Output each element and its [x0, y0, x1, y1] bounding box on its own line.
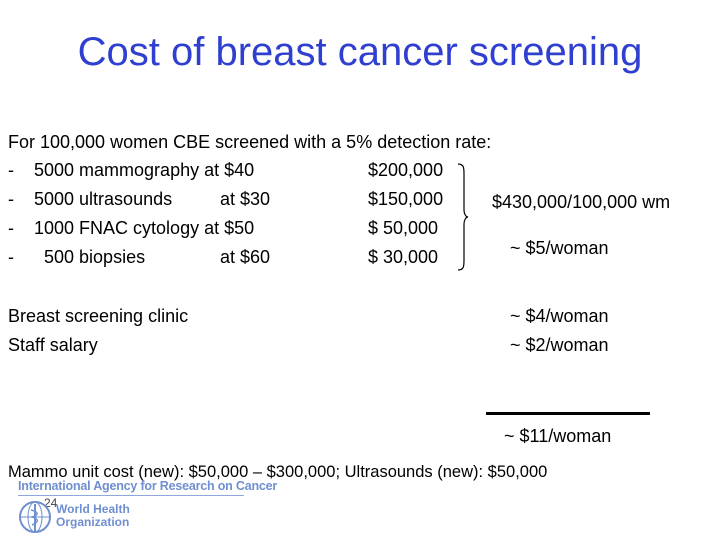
staff-label: Staff salary [8, 335, 98, 355]
row-dash: - [8, 189, 14, 209]
item-label: 5000 mammography at $40 [34, 160, 255, 180]
right-brace [457, 163, 469, 271]
slide-title: Cost of breast cancer screening [77, 30, 643, 74]
clinic-value: ~ $4/woman [510, 306, 609, 326]
item-cost: $200,000 [368, 160, 444, 180]
item-cost: $ 50,000 [368, 218, 439, 238]
footer-divider [18, 495, 244, 496]
sum-line [486, 412, 650, 415]
item-price: at $30 [220, 189, 271, 209]
row-dash: - [8, 218, 14, 238]
item-label: 1000 FNAC cytology at $50 [34, 218, 255, 238]
item-cost: $ 30,000 [368, 247, 439, 267]
who-emblem-icon [19, 501, 51, 533]
page-number: 24 [44, 496, 58, 510]
footnote: Mammo unit cost (new): $50,000 – $300,00… [8, 463, 548, 481]
total-cost: $430,000/100,000 wm [492, 192, 671, 212]
clinic-label: Breast screening clinic [8, 306, 189, 326]
who-name: World Health Organization [56, 502, 130, 529]
grand-total: ~ $11/woman [504, 426, 612, 446]
item-label: 500 biopsies [34, 247, 146, 267]
iarc-name: International Agency for Research on Can… [18, 479, 278, 493]
staff-value: ~ $2/woman [510, 335, 609, 355]
intro-text: For 100,000 women CBE screened with a 5%… [8, 132, 492, 152]
item-cost: $150,000 [368, 189, 444, 209]
row-dash: - [8, 247, 14, 267]
item-label: 5000 ultrasounds [34, 189, 173, 209]
row-dash: - [8, 160, 14, 180]
item-price: at $60 [220, 247, 271, 267]
per-woman-cost: ~ $5/woman [510, 238, 609, 258]
